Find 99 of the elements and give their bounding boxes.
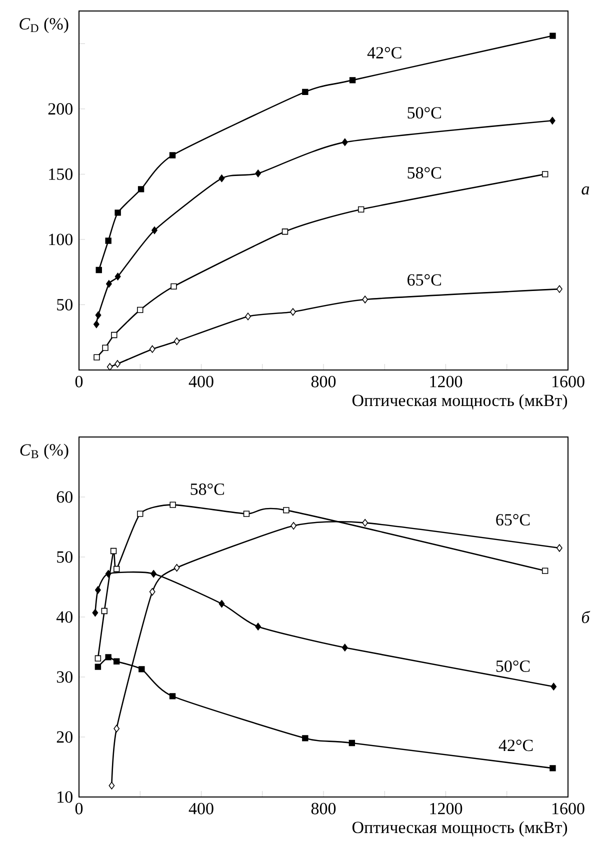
x-axis-title: Оптическая мощность (мкВт) bbox=[352, 394, 568, 410]
y-axis-title: C$_{D}$ (%) bbox=[20, 18, 68, 34]
y-tick-label: 50 bbox=[57, 298, 72, 310]
text: б bbox=[582, 610, 590, 624]
y-tick-label: 60 bbox=[56, 491, 72, 503]
point bbox=[108, 782, 115, 790]
point bbox=[106, 280, 112, 288]
point bbox=[111, 332, 118, 338]
point bbox=[550, 682, 557, 690]
point bbox=[138, 666, 145, 672]
point bbox=[290, 308, 296, 316]
y-axis-title: C$_{B}$ (%) bbox=[20, 444, 68, 460]
point bbox=[218, 174, 225, 182]
y-tick-label: 10 bbox=[58, 791, 72, 803]
point bbox=[348, 740, 356, 746]
point bbox=[302, 88, 308, 96]
series-label: 42°C bbox=[367, 47, 402, 59]
point bbox=[556, 285, 562, 293]
point bbox=[149, 345, 156, 353]
point bbox=[137, 510, 144, 517]
point bbox=[114, 272, 121, 280]
x-axis-title: Оптическая мощность (мкВт) bbox=[352, 821, 568, 837]
x-tick-label: 1600 bbox=[552, 376, 584, 388]
x-tick-label: 1200 bbox=[430, 376, 462, 388]
point bbox=[358, 206, 364, 213]
point bbox=[556, 544, 562, 552]
text: а bbox=[582, 186, 590, 195]
y-tick-label: 150 bbox=[49, 168, 72, 180]
y-tick-label: 100 bbox=[49, 234, 72, 246]
point bbox=[170, 283, 177, 290]
series-label: 58°C bbox=[408, 167, 441, 179]
point bbox=[105, 570, 112, 578]
series-label: 65°C bbox=[408, 274, 441, 286]
series-label: 50°C bbox=[496, 660, 530, 672]
point bbox=[549, 116, 556, 124]
point bbox=[114, 724, 120, 732]
point bbox=[114, 210, 121, 216]
point bbox=[245, 312, 251, 320]
x-tick-label: 1600 bbox=[552, 802, 584, 814]
point bbox=[138, 186, 144, 192]
point bbox=[255, 170, 262, 178]
y-tick-label: 30 bbox=[56, 671, 72, 683]
point bbox=[342, 644, 348, 652]
x-tick-label: 400 bbox=[188, 802, 214, 814]
y-tick-label: 200 bbox=[48, 103, 72, 115]
x-tick-label: 400 bbox=[188, 376, 214, 388]
point bbox=[96, 266, 102, 274]
point bbox=[170, 502, 176, 508]
series-label: 58°C bbox=[190, 483, 224, 495]
point bbox=[94, 655, 102, 662]
point bbox=[243, 510, 250, 517]
point bbox=[92, 608, 98, 617]
point bbox=[105, 654, 112, 660]
series-label: 50°C bbox=[408, 107, 441, 119]
point bbox=[110, 548, 117, 554]
x-tick-label: 0 bbox=[75, 802, 83, 814]
point bbox=[94, 664, 102, 670]
series-label: 65°C bbox=[496, 514, 530, 526]
point bbox=[342, 138, 348, 146]
point bbox=[114, 360, 120, 368]
point bbox=[362, 296, 368, 304]
point bbox=[102, 344, 108, 351]
point bbox=[218, 600, 225, 608]
point bbox=[283, 507, 290, 514]
point bbox=[302, 735, 308, 742]
point bbox=[550, 765, 556, 772]
y-tick-label: 20 bbox=[56, 731, 72, 743]
point bbox=[113, 658, 120, 664]
point bbox=[95, 586, 101, 594]
x-tick-label: 0 bbox=[75, 376, 83, 388]
point bbox=[362, 519, 368, 527]
point bbox=[152, 226, 158, 234]
x-tick-label: 800 bbox=[311, 802, 336, 814]
point bbox=[95, 311, 102, 319]
point bbox=[149, 588, 156, 596]
point bbox=[174, 564, 180, 572]
point bbox=[94, 354, 100, 360]
point bbox=[542, 568, 548, 574]
point bbox=[550, 32, 556, 39]
x-tick-label: 1200 bbox=[430, 802, 462, 814]
point bbox=[255, 622, 262, 630]
y-tick-label: 40 bbox=[56, 611, 72, 623]
y-tick-label: 50 bbox=[57, 551, 72, 563]
point bbox=[169, 693, 176, 700]
point bbox=[169, 152, 176, 158]
point bbox=[349, 77, 356, 84]
point bbox=[93, 320, 100, 328]
point bbox=[101, 608, 108, 614]
series-label: 42°C bbox=[498, 740, 533, 752]
point bbox=[113, 566, 120, 572]
point bbox=[150, 570, 157, 578]
x-tick-label: 800 bbox=[311, 376, 336, 388]
point bbox=[105, 238, 112, 244]
point bbox=[106, 363, 113, 371]
point bbox=[174, 337, 180, 346]
point bbox=[282, 228, 288, 235]
point bbox=[290, 522, 296, 530]
point bbox=[542, 171, 548, 178]
point bbox=[137, 306, 144, 314]
